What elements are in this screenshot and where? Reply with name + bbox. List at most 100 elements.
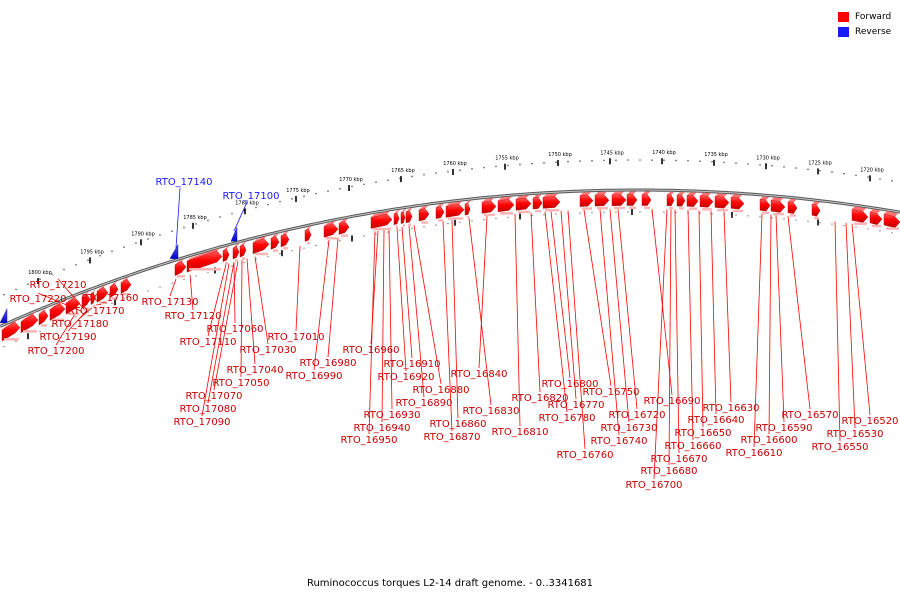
leader-line bbox=[698, 210, 704, 428]
ruler-dot bbox=[747, 215, 749, 217]
forward-gene bbox=[611, 194, 627, 206]
ruler-dot bbox=[375, 233, 377, 235]
ruler-dot bbox=[435, 172, 437, 174]
ruler-dot bbox=[471, 168, 473, 170]
ruler-dot bbox=[891, 180, 893, 182]
gene-shadow bbox=[255, 252, 268, 256]
ruler-dot bbox=[435, 224, 437, 226]
gene-shadow bbox=[421, 221, 428, 224]
forward-gene bbox=[323, 223, 339, 238]
ruler-dot bbox=[543, 162, 545, 164]
gene-top-face bbox=[771, 197, 783, 202]
gene-shadow bbox=[582, 207, 592, 210]
ruler-dot bbox=[51, 273, 53, 276]
forward-swatch bbox=[838, 11, 849, 22]
leader-line bbox=[768, 214, 772, 435]
forward-gene bbox=[594, 194, 610, 207]
gene-label: RTO_17110 bbox=[179, 337, 236, 348]
gene-shadow bbox=[68, 312, 79, 315]
gene-shadow bbox=[467, 215, 469, 219]
ruler-dot bbox=[843, 224, 845, 227]
ruler-dot bbox=[531, 214, 533, 217]
gene-shadow bbox=[403, 224, 405, 227]
ruler-dot bbox=[267, 255, 269, 258]
forward-gene bbox=[232, 246, 240, 260]
ruler-dot bbox=[795, 219, 797, 221]
ruler-dot bbox=[819, 221, 821, 224]
gene-shadow bbox=[438, 219, 443, 222]
gene-top-face bbox=[121, 276, 130, 283]
gene-label: RTO_16990 bbox=[285, 371, 342, 382]
gene-label: RTO_16820 bbox=[511, 393, 568, 404]
gene-shadow bbox=[886, 227, 899, 230]
gene-shadow bbox=[773, 212, 784, 216]
ruler-dot bbox=[135, 294, 137, 296]
genome-caption: Ruminococcus torques L2-14 draft genome.… bbox=[306, 578, 594, 589]
ruler-dot bbox=[711, 213, 713, 215]
ruler-dot bbox=[123, 246, 125, 248]
leader-line bbox=[67, 308, 89, 332]
leader-line bbox=[396, 227, 407, 372]
leader-line bbox=[327, 238, 339, 358]
ruler-dot bbox=[651, 159, 653, 161]
tick-label: 1725 kbp bbox=[808, 160, 832, 166]
ruler-dot bbox=[135, 242, 137, 244]
gene-shadow bbox=[702, 208, 712, 211]
gene-label: RTO_17160 bbox=[81, 293, 138, 304]
gene-top-face bbox=[446, 201, 462, 207]
gene-top-face bbox=[110, 280, 118, 287]
gene-top-face bbox=[82, 290, 90, 297]
leader-line bbox=[468, 218, 492, 406]
forward-gene bbox=[120, 278, 132, 295]
forward-gene bbox=[49, 303, 66, 321]
forward-gene bbox=[686, 195, 699, 207]
gene-shadow bbox=[790, 214, 796, 217]
ruler-dot bbox=[63, 268, 65, 271]
ruler-dot bbox=[807, 220, 809, 222]
ruler-dot bbox=[783, 218, 785, 220]
ruler-dot bbox=[891, 232, 893, 234]
gene-shadow bbox=[597, 206, 608, 210]
gene-top-face bbox=[516, 195, 529, 200]
reverse-swatch bbox=[838, 26, 849, 37]
forward-gene bbox=[787, 201, 798, 214]
gene-top-face bbox=[223, 246, 230, 251]
leader-line bbox=[845, 222, 856, 429]
gene-label: RTO_17190 bbox=[39, 332, 96, 343]
leader-line bbox=[55, 313, 76, 346]
gene-label: RTO_17200 bbox=[27, 346, 84, 357]
ruler-dot bbox=[399, 229, 401, 231]
tick-label: 1735 kbp bbox=[704, 152, 728, 158]
gene-label: RTO_17210 bbox=[29, 280, 86, 291]
forward-gene bbox=[770, 199, 786, 213]
gene-top-face bbox=[788, 198, 797, 203]
gene-shadow bbox=[52, 318, 64, 322]
ruler-dot bbox=[843, 172, 845, 175]
gene-shadow bbox=[872, 224, 881, 228]
gene-top-face bbox=[394, 209, 400, 214]
leader-line bbox=[169, 278, 177, 297]
gene-top-face bbox=[612, 191, 624, 195]
ruler-dot bbox=[87, 259, 89, 261]
ruler-dot bbox=[867, 228, 869, 230]
ruler-dot bbox=[507, 164, 509, 167]
gene-shadow bbox=[733, 209, 743, 213]
ruler-dot bbox=[759, 163, 761, 166]
gene-shadow bbox=[177, 275, 185, 278]
forward-gene bbox=[20, 314, 39, 334]
gene-label: RTO_17220 bbox=[9, 294, 66, 305]
gene-top-face bbox=[21, 311, 36, 322]
gene-shadow bbox=[84, 307, 89, 310]
legend-reverse-label: Reverse bbox=[855, 26, 892, 37]
gene-label: RTO_17070 bbox=[185, 391, 242, 402]
gene-shadow bbox=[448, 217, 463, 220]
ruler-dot bbox=[279, 252, 281, 255]
gene-top-face bbox=[175, 258, 185, 265]
ruler-dot bbox=[699, 212, 701, 214]
leader-line bbox=[175, 187, 181, 249]
gene-label: RTO_17120 bbox=[164, 311, 221, 322]
gene-label: RTO_16870 bbox=[423, 432, 480, 443]
forward-gene bbox=[418, 208, 430, 222]
gene-label: RTO_16720 bbox=[608, 410, 665, 421]
gene-top-face bbox=[687, 192, 697, 196]
